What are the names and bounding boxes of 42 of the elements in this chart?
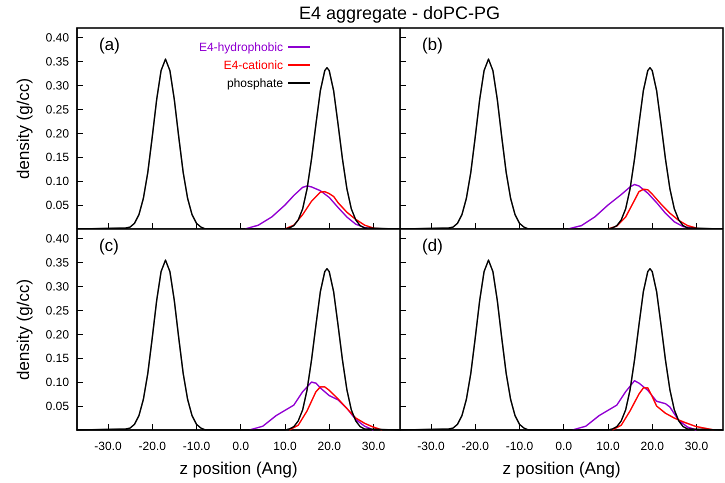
y-tick-label: 0.20 [46, 126, 70, 140]
legend-label: E4-hydrophobic [198, 40, 283, 54]
y-tick-label: 0.20 [46, 327, 70, 342]
y-tick-label: 0.05 [46, 198, 70, 212]
y-axis-title: density (g/cc) [14, 278, 33, 380]
y-axis-title: density (g/cc) [14, 78, 33, 180]
x-tick-label: 30.0 [362, 439, 386, 453]
x-tick-label: 20.0 [318, 439, 342, 453]
x-axis-title: z position (Ang) [179, 459, 298, 478]
x-tick-label: -20.0 [138, 439, 166, 453]
y-tick-label: 0.30 [46, 78, 70, 92]
x-tick-label: -10.0 [505, 439, 533, 453]
y-tick-label: 0.25 [46, 102, 70, 116]
y-tick-label: 0.10 [46, 375, 70, 390]
x-tick-label: 0.0 [232, 439, 250, 453]
x-tick-label: 20.0 [640, 439, 664, 453]
y-tick-label: 0.40 [46, 232, 70, 246]
annotation: (a) [99, 35, 120, 54]
y-tick-label: 0.15 [46, 351, 70, 366]
y-tick-label: 0.15 [46, 150, 70, 164]
x-axis-title: z position (Ang) [502, 459, 620, 478]
y-tick-label: 0.35 [46, 256, 70, 270]
y-tick-label: 0.35 [46, 54, 70, 68]
x-tick-label: 30.0 [684, 439, 708, 453]
y-tick-label: 0.30 [46, 279, 70, 294]
y-tick-label: 0.25 [46, 303, 70, 318]
y-tick-label: 0.40 [46, 30, 70, 45]
annotation: (d) [422, 236, 442, 255]
annotation: (c) [99, 236, 119, 255]
x-tick-label: 10.0 [273, 439, 297, 453]
y-tick-label: 0.05 [46, 399, 70, 414]
y-tick-label: 0.10 [46, 174, 70, 188]
legend-label: E4-cationic [224, 58, 283, 72]
x-tick-label: 0.0 [554, 439, 572, 453]
x-tick-label: -30.0 [416, 439, 444, 453]
x-tick-label: -10.0 [182, 439, 210, 453]
chart-title: E4 aggregate - doPC-PG [298, 3, 502, 24]
x-tick-label: 10.0 [596, 439, 620, 453]
x-tick-label: -20.0 [461, 439, 489, 453]
annotation: (b) [422, 35, 442, 54]
legend-label: phosphate [226, 76, 284, 90]
x-tick-label: -30.0 [94, 439, 122, 453]
